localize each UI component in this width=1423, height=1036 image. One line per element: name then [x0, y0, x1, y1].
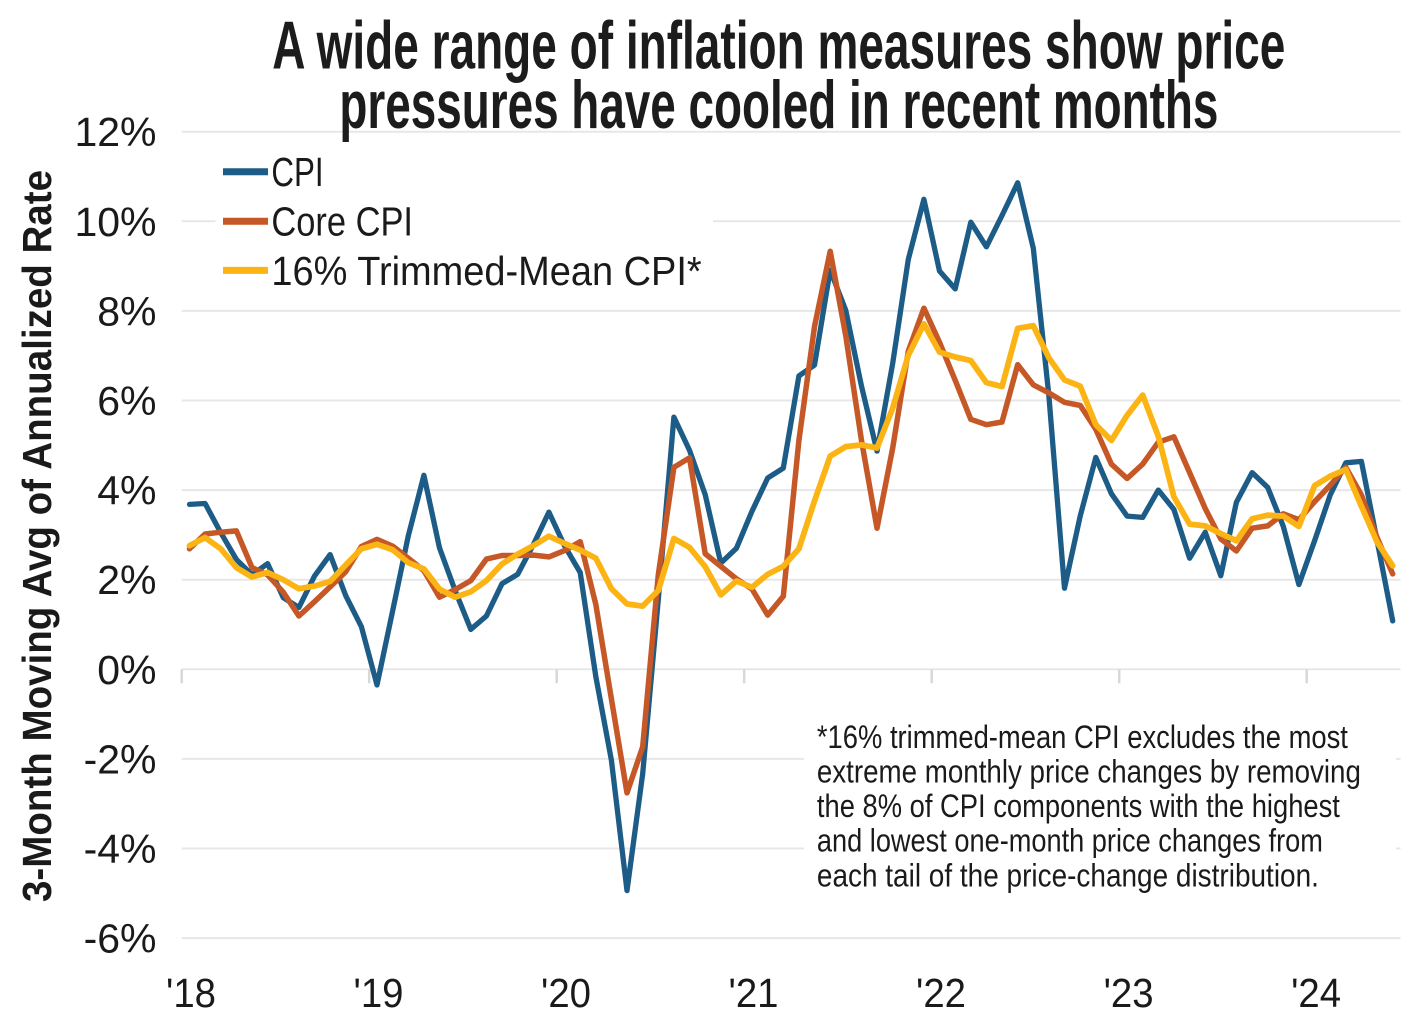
svg-text:pressures have cooled in recen: pressures have cooled in recent months	[339, 67, 1218, 143]
svg-text:A wide range of inflation meas: A wide range of inflation measures show …	[272, 8, 1285, 84]
svg-text:Core CPI: Core CPI	[271, 199, 413, 245]
svg-text:-2%: -2%	[84, 736, 157, 782]
svg-text:'19: '19	[354, 970, 404, 1016]
svg-text:CPI: CPI	[271, 149, 323, 195]
svg-text:'22: '22	[916, 970, 966, 1016]
svg-text:*16% trimmed-mean CPI excludes: *16% trimmed-mean CPI excludes the most	[817, 719, 1348, 755]
svg-text:10%: 10%	[74, 199, 156, 245]
svg-text:12%: 12%	[74, 109, 156, 155]
svg-text:and lowest one-month price cha: and lowest one-month price changes from	[817, 823, 1323, 859]
svg-text:-4%: -4%	[84, 826, 157, 872]
svg-text:'24: '24	[1291, 970, 1341, 1016]
svg-text:0%: 0%	[97, 647, 156, 693]
svg-text:'21: '21	[729, 970, 779, 1016]
svg-text:2%: 2%	[97, 557, 156, 603]
svg-text:'20: '20	[541, 970, 591, 1016]
svg-text:8%: 8%	[97, 288, 156, 334]
svg-text:3-Month Moving Avg of Annualiz: 3-Month Moving Avg of Annualized Rate	[14, 170, 60, 902]
svg-text:the 8% of CPI components with: the 8% of CPI components with the highes…	[817, 788, 1340, 824]
svg-text:16% Trimmed-Mean CPI*: 16% Trimmed-Mean CPI*	[271, 248, 701, 294]
svg-text:extreme monthly price changes: extreme monthly price changes by removin…	[817, 754, 1361, 790]
svg-text:-6%: -6%	[84, 916, 157, 962]
svg-text:'18: '18	[166, 970, 216, 1016]
svg-text:each tail of the price-change: each tail of the price-change distributi…	[817, 857, 1319, 893]
svg-text:6%: 6%	[97, 378, 156, 424]
svg-text:'23: '23	[1104, 970, 1154, 1016]
svg-text:4%: 4%	[97, 468, 156, 514]
